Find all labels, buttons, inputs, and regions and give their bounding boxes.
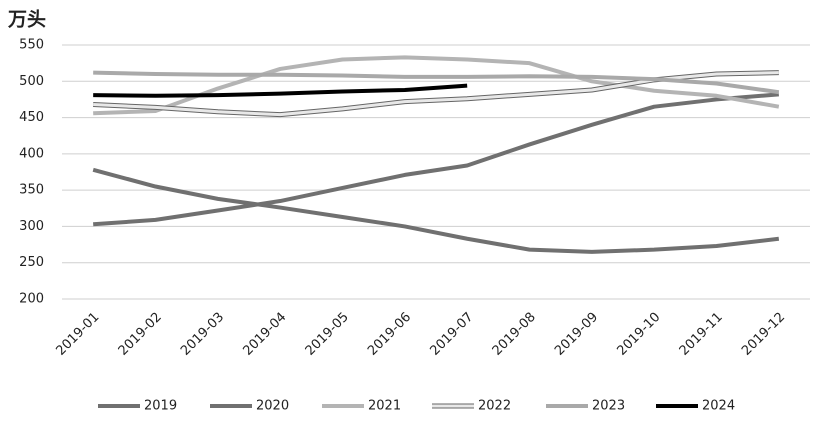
y-tick-label: 200 <box>19 292 44 307</box>
legend-label: 2019 <box>144 399 177 414</box>
series-line <box>93 55 780 116</box>
x-tick-label: 2019-10 <box>614 310 663 359</box>
y-tick-label: 350 <box>19 183 44 198</box>
x-tick-label: 2019-11 <box>677 310 726 359</box>
legend-label: 2024 <box>702 399 735 414</box>
y-tick-label: 550 <box>19 38 44 53</box>
y-axis-label: 万头 <box>7 9 46 31</box>
x-tick-label: 2019-12 <box>739 310 788 359</box>
series-line <box>93 83 468 98</box>
series-line <box>93 70 780 95</box>
legend-label: 2023 <box>592 399 625 414</box>
legend-label: 2020 <box>256 399 289 414</box>
x-tick-label: 2019-03 <box>178 310 227 359</box>
x-tick-label: 2019-07 <box>427 310 476 359</box>
x-tick-label: 2019-04 <box>240 310 289 359</box>
x-tick-label: 2019-08 <box>490 310 539 359</box>
y-tick-label: 450 <box>19 110 44 125</box>
y-tick-label: 250 <box>19 255 44 270</box>
y-tick-label: 300 <box>19 219 44 234</box>
y-tick-label: 400 <box>19 146 44 161</box>
legend-label: 2021 <box>368 399 401 414</box>
legend-label: 2022 <box>478 399 511 414</box>
x-tick-label: 2019-01 <box>53 310 102 359</box>
x-tick-label: 2019-09 <box>552 310 601 359</box>
series-line <box>92 167 780 254</box>
y-tick-label: 500 <box>19 74 44 89</box>
x-tick-label: 2019-02 <box>116 310 165 359</box>
series-line <box>93 92 779 227</box>
x-tick-label: 2019-06 <box>365 310 414 359</box>
x-tick-label: 2019-05 <box>303 310 352 359</box>
